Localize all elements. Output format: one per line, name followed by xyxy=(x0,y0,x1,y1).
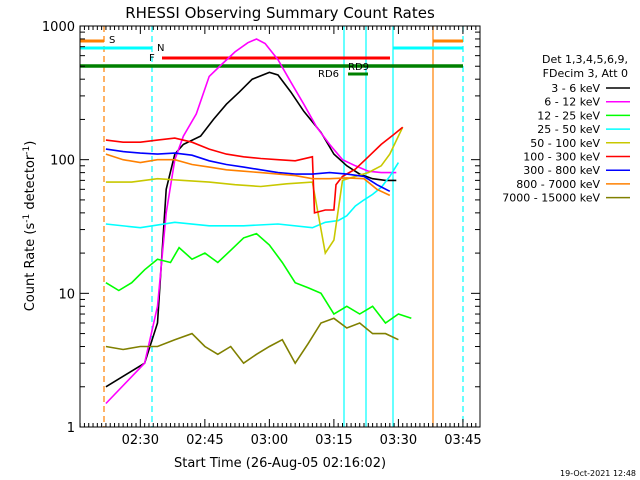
footer-date: 19-Oct-2021 12:48 xyxy=(560,469,636,478)
legend-header-2: FDecim 3, Att 0 xyxy=(543,67,628,80)
x-tick-label: 02:30 xyxy=(122,433,159,448)
chart-title: RHESSI Observing Summary Count Rates xyxy=(125,4,435,22)
x-tick-label: 03:45 xyxy=(444,433,481,448)
series-line xyxy=(105,162,400,229)
x-tick-label: 03:00 xyxy=(251,433,288,448)
x-tick-label: 03:30 xyxy=(380,433,417,448)
series-line xyxy=(105,317,399,365)
y-axis-ticks: 1000 100 10 1 xyxy=(42,20,480,436)
series-line xyxy=(105,126,404,256)
series-line xyxy=(105,232,412,325)
series-line xyxy=(105,148,391,193)
legend: Det 1,3,4,5,6,9, FDecim 3, Att 0 3 - 6 k… xyxy=(502,53,630,205)
rd9-label: RD9 xyxy=(348,62,369,73)
legend-header-1: Det 1,3,4,5,6,9, xyxy=(542,53,628,66)
series-line xyxy=(105,153,391,197)
legend-label: 25 - 50 keV xyxy=(537,123,600,136)
legend-label: 6 - 12 keV xyxy=(544,96,600,109)
saa-label: S xyxy=(109,35,115,46)
x-axis-ticks: 02:30 02:45 03:00 03:15 03:30 03:45 xyxy=(79,26,482,448)
x-axis-label: Start Time (26-Aug-05 02:16:02) xyxy=(174,456,386,471)
legend-label: 3 - 6 keV xyxy=(551,82,600,95)
state-overlay: S NF RD9 RD6 xyxy=(80,26,464,427)
legend-label: 800 - 7000 keV xyxy=(516,178,600,191)
series-line xyxy=(105,126,404,214)
y-tick-label: 1 xyxy=(67,421,75,436)
legend-label: 7000 - 15000 keV xyxy=(502,192,600,205)
x-tick-label: 02:45 xyxy=(186,433,223,448)
series-lines xyxy=(105,38,412,405)
flare-label: F xyxy=(149,53,155,64)
legend-label: 50 - 100 keV xyxy=(530,137,600,150)
x-tick-label: 03:15 xyxy=(315,433,352,448)
legend-label: 300 - 800 keV xyxy=(523,164,600,177)
series-line xyxy=(105,38,397,405)
y-axis-label: Count Rate (s-1 detector-1) xyxy=(22,141,38,312)
y-tick-label: 100 xyxy=(50,154,75,169)
legend-label: 12 - 25 keV xyxy=(537,109,600,122)
night-label: N xyxy=(157,43,164,54)
legend-label: 100 - 300 keV xyxy=(523,151,600,164)
plot-frame xyxy=(79,25,481,428)
rd6-label: RD6 xyxy=(318,69,339,80)
y-tick-label: 10 xyxy=(58,287,75,302)
y-tick-label: 1000 xyxy=(42,20,75,35)
